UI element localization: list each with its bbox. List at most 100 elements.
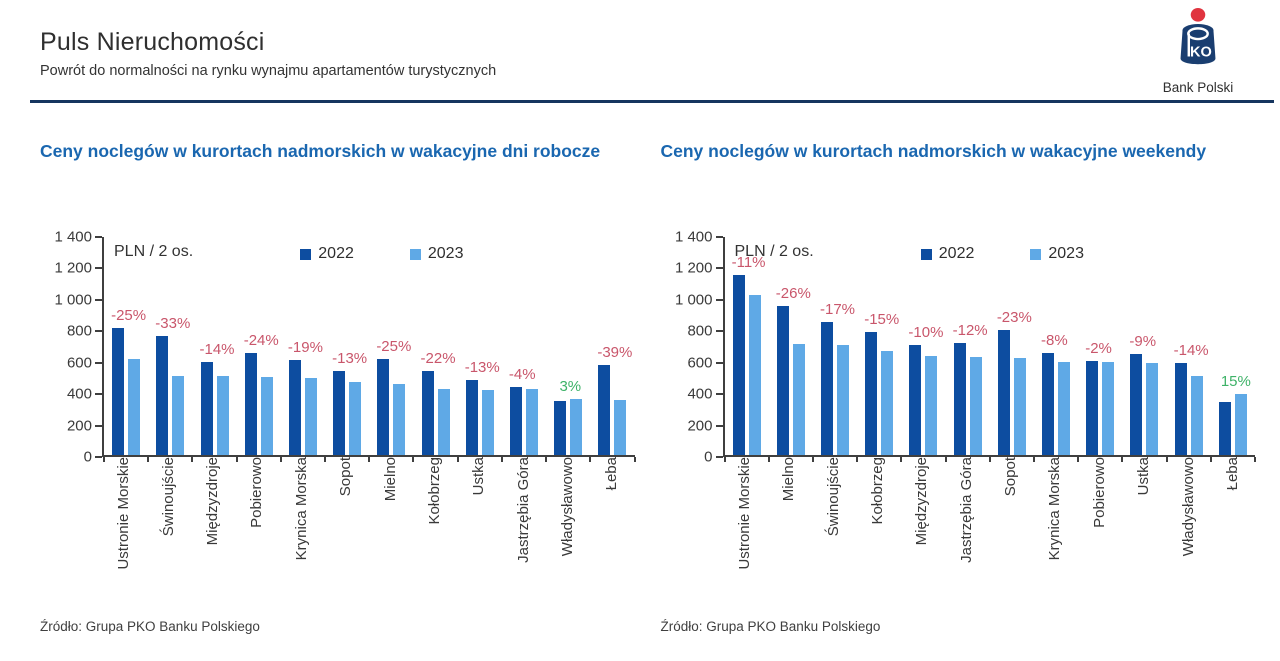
y-axis-tick-label: 1 200 xyxy=(54,259,92,277)
y-axis-tick-mark xyxy=(95,361,102,364)
y-axis-spacer xyxy=(661,457,723,589)
legend-item-2023: 2023 xyxy=(1030,245,1084,263)
bar-2022 xyxy=(465,379,478,455)
bar-2022 xyxy=(1042,352,1055,455)
x-axis-label-cell: Ustronie Morskie xyxy=(102,457,146,589)
bars-container: -25% -33% -14% -24% -19% -13% -25% -22% -13% -4% 3… xyxy=(104,237,635,455)
bar-2023 xyxy=(128,359,141,455)
y-axis-tick-label: 400 xyxy=(66,385,92,403)
y-axis-tick-mark xyxy=(95,298,102,301)
bar-group: -25% xyxy=(104,237,148,455)
x-axis-label: Ustronie Morskie xyxy=(735,457,753,570)
x-axis-tick-mark xyxy=(456,457,459,462)
x-axis-labels-row: Ustronie Morskie Świnoujście Międzyzdroje P… xyxy=(40,457,635,589)
chart-weekend-prices: Ceny noclegów w kurortach nadmorskich w … xyxy=(661,140,1256,634)
pko-logo-icon: KO xyxy=(1180,8,1216,65)
x-axis-label-cell: Ustronie Morskie xyxy=(723,457,767,589)
x-axis-label: Pobierowo xyxy=(248,457,266,528)
x-axis-tick-mark xyxy=(103,457,105,462)
x-axis-label: Ustronie Morskie xyxy=(115,457,133,570)
y-axis: 0 200 400 600 800 1 000 1 200 1 400 xyxy=(40,229,102,466)
x-axis-label: Mielno xyxy=(381,457,399,502)
x-axis-tick-mark xyxy=(147,457,150,462)
x-axis-label: Świnoujście xyxy=(824,457,842,537)
bar-group: 15% xyxy=(1211,237,1255,455)
y-axis-tick-label: 600 xyxy=(687,354,713,372)
x-axis-labels-row: Ustronie Morskie Mielno Świnoujście Kołobrz… xyxy=(661,457,1256,589)
bar-2022 xyxy=(776,305,789,455)
bar-group: -12% xyxy=(946,237,990,455)
bar-group: -9% xyxy=(1122,237,1166,455)
change-label: -10% xyxy=(908,324,944,341)
report-subtitle: Powrót do normalności na rynku wynajmu a… xyxy=(40,63,497,79)
change-label: -19% xyxy=(287,338,323,356)
x-axis-label: Sopot xyxy=(1002,457,1020,497)
y-axis-tick-label: 600 xyxy=(66,354,92,372)
change-label: -4% xyxy=(508,365,536,383)
y-axis-tick-mark xyxy=(95,393,102,396)
change-label: -2% xyxy=(1085,339,1112,357)
y-axis-tick-mark xyxy=(715,330,723,333)
y-axis-tick-mark xyxy=(715,456,723,458)
bar-group: -10% xyxy=(901,237,945,455)
y-axis-tick-label: 200 xyxy=(687,417,713,435)
bar-2023 xyxy=(1146,363,1159,455)
source-note: Źródło: Grupa PKO Banku Polskiego xyxy=(660,619,881,634)
bar-2022 xyxy=(1218,402,1231,455)
change-label: -39% xyxy=(597,344,633,362)
chart-title: Ceny noclegów w kurortach nadmorskich w … xyxy=(660,141,1207,161)
x-axis-tick-mark xyxy=(633,457,636,462)
plot-area: PLN / 2 os. 2022 2023 -25% -33% -14% -24% -1… xyxy=(102,237,636,462)
y-axis-tick-mark xyxy=(715,393,723,396)
bar-group: 3% xyxy=(546,237,590,455)
x-axis-tick-mark xyxy=(545,457,548,462)
x-axis-label-cell: Łeba xyxy=(590,457,634,589)
change-label: -25% xyxy=(376,338,412,356)
bar-group: -8% xyxy=(1034,237,1078,455)
x-axis-tick-mark xyxy=(589,457,592,462)
x-axis-label: Międzyzdroje xyxy=(204,457,222,546)
bar-group: -24% xyxy=(237,237,281,455)
x-axis-label: Jastrzębia Góra xyxy=(957,457,975,563)
unit-label: PLN / 2 os. xyxy=(114,243,194,260)
x-axis-label-cell: Ustka xyxy=(457,457,501,589)
x-axis-label-cell: Mielno xyxy=(368,457,412,589)
report-header: Puls Nieruchomości Powrót do normalności… xyxy=(40,28,496,79)
legend: 2022 2023 xyxy=(920,245,1084,263)
bar-2023 xyxy=(1102,362,1115,455)
bar-group: -4% xyxy=(502,237,546,455)
bar-2023 xyxy=(1058,361,1071,455)
x-axis-label-cell: Sopot xyxy=(324,457,368,589)
bar-2023 xyxy=(525,389,538,455)
x-axis-tick-mark xyxy=(1121,457,1124,462)
legend-swatch-2023-icon xyxy=(1030,248,1042,260)
change-label: -14% xyxy=(199,341,235,359)
change-label: 15% xyxy=(1220,372,1251,390)
y-axis-tick-mark xyxy=(95,267,102,270)
x-axis-label-cell: Międzyzdroje xyxy=(191,457,235,589)
x-axis-label-cell: Kołobrzeg xyxy=(413,457,457,589)
y-axis-tick-label: 800 xyxy=(687,322,713,340)
change-label: -13% xyxy=(332,349,368,367)
change-label: 3% xyxy=(559,378,582,396)
change-label: -14% xyxy=(1173,342,1209,360)
bar-2022 xyxy=(732,275,745,455)
x-axis-tick-mark xyxy=(191,457,194,462)
x-axis-label: Łeba xyxy=(603,457,621,491)
x-axis-label: Świnoujście xyxy=(159,457,177,537)
x-axis-tick-mark xyxy=(279,457,282,462)
x-axis-tick-mark xyxy=(235,457,238,462)
report-title: Puls Nieruchomości xyxy=(40,28,265,56)
bar-2022 xyxy=(1130,354,1143,455)
x-axis-label: Ustka xyxy=(470,457,488,496)
bar-2023 xyxy=(393,383,406,455)
legend-label-2022: 2022 xyxy=(938,245,975,262)
x-axis-label: Ustka xyxy=(1135,457,1153,496)
y-axis-tick-label: 200 xyxy=(66,417,92,435)
x-axis-tick-mark xyxy=(500,457,503,462)
bar-2023 xyxy=(570,399,583,455)
change-label: -15% xyxy=(864,310,900,328)
x-axis-tick-mark xyxy=(856,457,859,462)
source-note: Źródło: Grupa PKO Banku Polskiego xyxy=(40,619,260,634)
bar-2022 xyxy=(1086,360,1099,455)
